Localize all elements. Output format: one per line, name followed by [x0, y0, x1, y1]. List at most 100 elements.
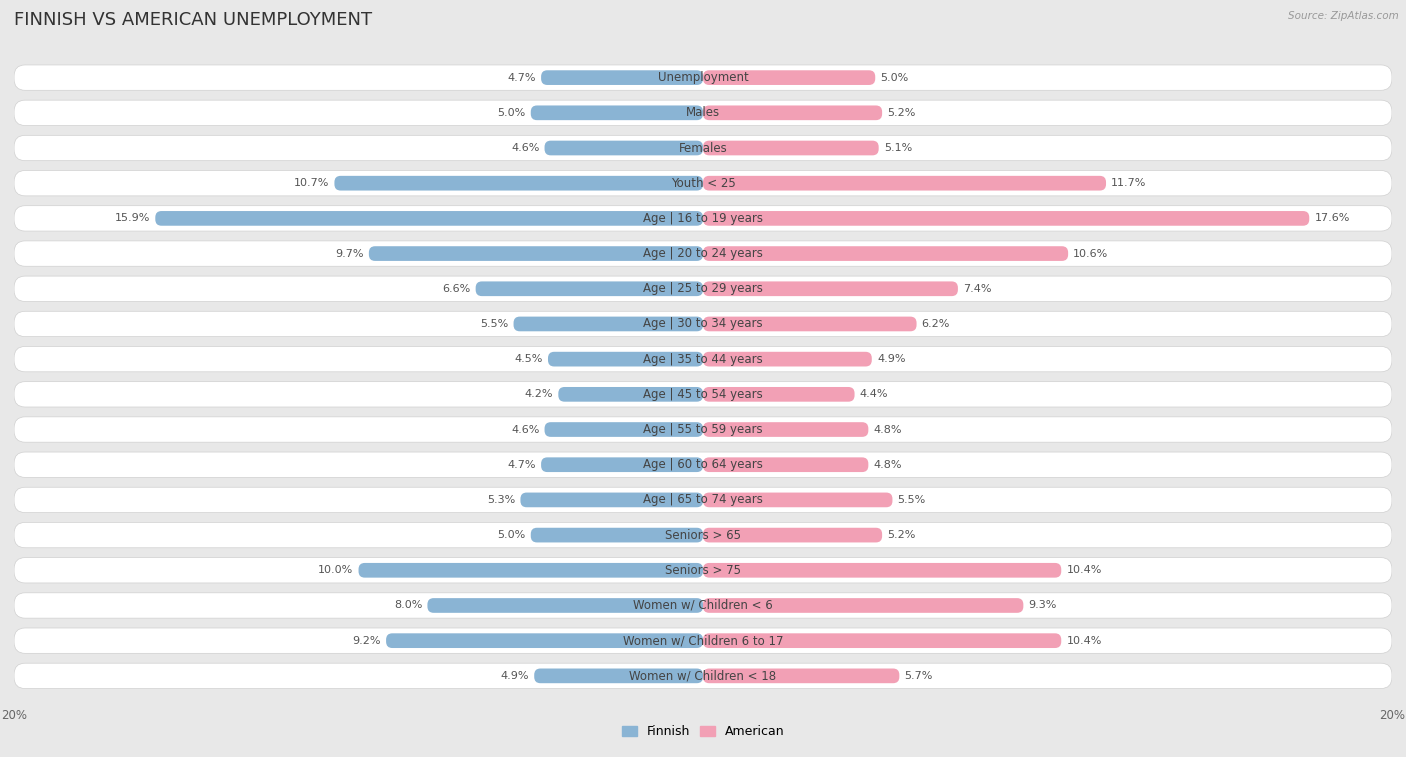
- FancyBboxPatch shape: [475, 282, 703, 296]
- Text: 5.0%: 5.0%: [498, 530, 526, 540]
- FancyBboxPatch shape: [14, 488, 1392, 512]
- FancyBboxPatch shape: [703, 246, 1069, 261]
- FancyBboxPatch shape: [14, 170, 1392, 196]
- FancyBboxPatch shape: [703, 70, 875, 85]
- Text: Age | 65 to 74 years: Age | 65 to 74 years: [643, 494, 763, 506]
- Text: 6.2%: 6.2%: [922, 319, 950, 329]
- FancyBboxPatch shape: [534, 668, 703, 684]
- Text: 5.0%: 5.0%: [880, 73, 908, 83]
- Text: Age | 35 to 44 years: Age | 35 to 44 years: [643, 353, 763, 366]
- FancyBboxPatch shape: [14, 136, 1392, 160]
- FancyBboxPatch shape: [703, 176, 1107, 191]
- Text: 4.8%: 4.8%: [873, 425, 903, 435]
- Text: Women w/ Children 6 to 17: Women w/ Children 6 to 17: [623, 634, 783, 647]
- FancyBboxPatch shape: [703, 634, 1062, 648]
- Text: 5.7%: 5.7%: [904, 671, 934, 681]
- FancyBboxPatch shape: [544, 422, 703, 437]
- Text: 5.0%: 5.0%: [498, 107, 526, 118]
- Text: 5.2%: 5.2%: [887, 530, 915, 540]
- Text: FINNISH VS AMERICAN UNEMPLOYMENT: FINNISH VS AMERICAN UNEMPLOYMENT: [14, 11, 373, 30]
- FancyBboxPatch shape: [703, 598, 1024, 613]
- Text: 15.9%: 15.9%: [115, 213, 150, 223]
- Text: 11.7%: 11.7%: [1111, 178, 1146, 188]
- FancyBboxPatch shape: [703, 316, 917, 332]
- Text: 17.6%: 17.6%: [1315, 213, 1350, 223]
- Text: Age | 60 to 64 years: Age | 60 to 64 years: [643, 458, 763, 471]
- Text: Age | 30 to 34 years: Age | 30 to 34 years: [643, 317, 763, 331]
- FancyBboxPatch shape: [14, 452, 1392, 478]
- Text: Females: Females: [679, 142, 727, 154]
- FancyBboxPatch shape: [520, 493, 703, 507]
- Text: 4.7%: 4.7%: [508, 73, 536, 83]
- Text: 4.9%: 4.9%: [877, 354, 905, 364]
- Text: Seniors > 65: Seniors > 65: [665, 528, 741, 541]
- Text: 4.6%: 4.6%: [510, 143, 540, 153]
- Text: Women w/ Children < 18: Women w/ Children < 18: [630, 669, 776, 682]
- Text: Age | 45 to 54 years: Age | 45 to 54 years: [643, 388, 763, 401]
- FancyBboxPatch shape: [14, 663, 1392, 689]
- FancyBboxPatch shape: [513, 316, 703, 332]
- FancyBboxPatch shape: [359, 563, 703, 578]
- FancyBboxPatch shape: [703, 528, 882, 543]
- FancyBboxPatch shape: [155, 211, 703, 226]
- FancyBboxPatch shape: [14, 276, 1392, 301]
- Text: Age | 25 to 29 years: Age | 25 to 29 years: [643, 282, 763, 295]
- FancyBboxPatch shape: [548, 352, 703, 366]
- Text: Age | 55 to 59 years: Age | 55 to 59 years: [643, 423, 763, 436]
- Text: 10.4%: 10.4%: [1066, 636, 1102, 646]
- FancyBboxPatch shape: [14, 417, 1392, 442]
- FancyBboxPatch shape: [703, 105, 882, 120]
- FancyBboxPatch shape: [14, 311, 1392, 337]
- Text: 10.4%: 10.4%: [1066, 565, 1102, 575]
- Text: Youth < 25: Youth < 25: [671, 176, 735, 190]
- Text: Women w/ Children < 6: Women w/ Children < 6: [633, 599, 773, 612]
- Text: 4.4%: 4.4%: [859, 389, 889, 400]
- Text: 4.9%: 4.9%: [501, 671, 529, 681]
- Text: 7.4%: 7.4%: [963, 284, 991, 294]
- Text: 4.7%: 4.7%: [508, 459, 536, 469]
- FancyBboxPatch shape: [544, 141, 703, 155]
- FancyBboxPatch shape: [703, 211, 1309, 226]
- FancyBboxPatch shape: [14, 206, 1392, 231]
- Text: 10.7%: 10.7%: [294, 178, 329, 188]
- FancyBboxPatch shape: [703, 282, 957, 296]
- FancyBboxPatch shape: [703, 387, 855, 402]
- FancyBboxPatch shape: [14, 593, 1392, 618]
- FancyBboxPatch shape: [703, 668, 900, 684]
- Text: 5.2%: 5.2%: [887, 107, 915, 118]
- FancyBboxPatch shape: [531, 105, 703, 120]
- Text: 9.3%: 9.3%: [1029, 600, 1057, 610]
- Text: 4.8%: 4.8%: [873, 459, 903, 469]
- Text: 5.5%: 5.5%: [479, 319, 509, 329]
- Text: Unemployment: Unemployment: [658, 71, 748, 84]
- FancyBboxPatch shape: [703, 563, 1062, 578]
- FancyBboxPatch shape: [558, 387, 703, 402]
- Legend: Finnish, American: Finnish, American: [616, 721, 790, 743]
- FancyBboxPatch shape: [14, 558, 1392, 583]
- FancyBboxPatch shape: [703, 141, 879, 155]
- FancyBboxPatch shape: [335, 176, 703, 191]
- FancyBboxPatch shape: [14, 347, 1392, 372]
- FancyBboxPatch shape: [14, 65, 1392, 90]
- Text: 4.5%: 4.5%: [515, 354, 543, 364]
- Text: 4.2%: 4.2%: [524, 389, 553, 400]
- Text: 5.5%: 5.5%: [897, 495, 927, 505]
- Text: 9.2%: 9.2%: [353, 636, 381, 646]
- FancyBboxPatch shape: [14, 241, 1392, 266]
- FancyBboxPatch shape: [541, 70, 703, 85]
- FancyBboxPatch shape: [703, 457, 869, 472]
- FancyBboxPatch shape: [387, 634, 703, 648]
- Text: 10.0%: 10.0%: [318, 565, 353, 575]
- FancyBboxPatch shape: [427, 598, 703, 613]
- FancyBboxPatch shape: [703, 493, 893, 507]
- Text: 4.6%: 4.6%: [510, 425, 540, 435]
- Text: 6.6%: 6.6%: [443, 284, 471, 294]
- Text: Age | 16 to 19 years: Age | 16 to 19 years: [643, 212, 763, 225]
- Text: 10.6%: 10.6%: [1073, 248, 1108, 259]
- FancyBboxPatch shape: [703, 422, 869, 437]
- FancyBboxPatch shape: [14, 382, 1392, 407]
- Text: Source: ZipAtlas.com: Source: ZipAtlas.com: [1288, 11, 1399, 21]
- FancyBboxPatch shape: [14, 522, 1392, 548]
- FancyBboxPatch shape: [14, 628, 1392, 653]
- Text: 8.0%: 8.0%: [394, 600, 422, 610]
